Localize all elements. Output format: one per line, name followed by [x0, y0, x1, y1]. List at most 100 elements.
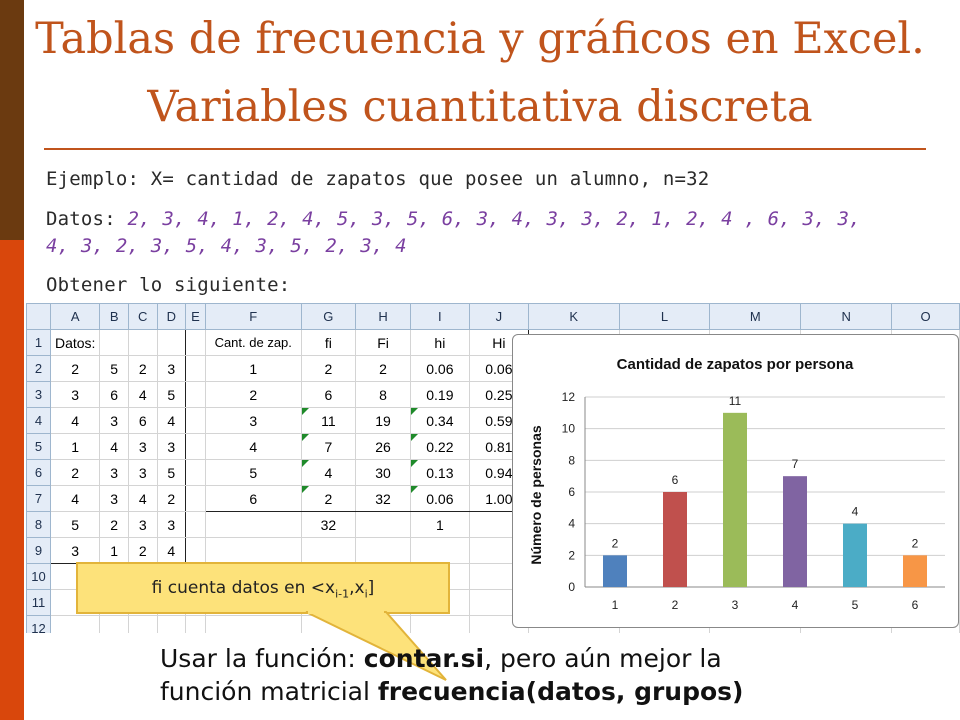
cell[interactable]: 3 — [156, 355, 187, 382]
cell[interactable]: 2 — [99, 511, 129, 538]
row-header[interactable]: 2 — [26, 355, 51, 382]
cell[interactable]: 0.19 — [409, 381, 470, 408]
cell[interactable] — [355, 537, 411, 564]
cell[interactable]: 4 — [127, 485, 158, 512]
cell[interactable]: 5 — [156, 459, 187, 486]
cell[interactable]: 2 — [300, 485, 357, 512]
cell[interactable]: 3 — [49, 537, 101, 564]
cell[interactable]: 3 — [204, 407, 302, 434]
frequency-chart[interactable]: Cantidad de zapatos por persona Número de… — [512, 334, 959, 628]
cell[interactable] — [185, 329, 206, 356]
cell[interactable]: 0.13 — [409, 459, 470, 486]
cell[interactable]: 2 — [156, 485, 187, 512]
cell[interactable]: Cant. de zap. — [204, 329, 302, 356]
cell[interactable]: hi — [409, 329, 470, 356]
column-header[interactable]: C — [127, 303, 158, 330]
column-header[interactable]: G — [300, 303, 357, 330]
cell[interactable] — [99, 615, 129, 633]
cell[interactable]: 0.06 — [409, 485, 470, 512]
row-header[interactable]: 3 — [26, 381, 51, 408]
cell[interactable]: 4 — [49, 485, 101, 512]
cell[interactable]: 3 — [49, 381, 101, 408]
cell[interactable]: 1 — [204, 355, 302, 382]
cell[interactable] — [204, 615, 302, 633]
cell[interactable] — [185, 381, 206, 408]
cell[interactable]: 6 — [204, 485, 302, 512]
cell[interactable] — [127, 329, 158, 356]
cell[interactable] — [204, 537, 302, 564]
cell[interactable]: 4 — [156, 537, 187, 564]
cell[interactable] — [185, 485, 206, 512]
cell[interactable]: 7 — [300, 433, 357, 460]
cell[interactable]: 2 — [300, 355, 357, 382]
cell[interactable]: 32 — [300, 511, 357, 538]
cell[interactable] — [185, 615, 206, 633]
row-header[interactable]: 8 — [26, 511, 51, 538]
cell[interactable]: 6 — [99, 381, 129, 408]
cell[interactable]: 30 — [355, 459, 411, 486]
cell[interactable]: 8 — [355, 381, 411, 408]
cell[interactable]: 5 — [49, 511, 101, 538]
cell[interactable]: 3 — [127, 459, 158, 486]
cell[interactable]: 5 — [156, 381, 187, 408]
cell[interactable] — [185, 355, 206, 382]
cell[interactable]: 0.06 — [409, 355, 470, 382]
row-header[interactable]: 9 — [26, 537, 51, 564]
cell[interactable] — [127, 615, 158, 633]
row-header[interactable]: 12 — [26, 615, 51, 633]
cell[interactable]: 32 — [355, 485, 411, 512]
cell[interactable]: 3 — [127, 511, 158, 538]
row-header[interactable]: 4 — [26, 407, 51, 434]
cell[interactable]: 11 — [300, 407, 357, 434]
column-header[interactable]: E — [185, 303, 206, 330]
cell[interactable] — [49, 615, 101, 633]
row-header[interactable]: 11 — [26, 589, 51, 616]
cell[interactable]: 4 — [127, 381, 158, 408]
column-header[interactable]: O — [891, 303, 960, 330]
column-header[interactable]: K — [527, 303, 620, 330]
column-header[interactable]: N — [800, 303, 893, 330]
cell[interactable]: 2 — [49, 459, 101, 486]
column-header[interactable]: M — [709, 303, 802, 330]
cell[interactable] — [409, 537, 470, 564]
cell[interactable]: 19 — [355, 407, 411, 434]
row-header[interactable]: 7 — [26, 485, 51, 512]
cell[interactable]: 1 — [99, 537, 129, 564]
column-header[interactable]: L — [618, 303, 711, 330]
cell[interactable]: 3 — [99, 407, 129, 434]
cell[interactable]: 3 — [99, 459, 129, 486]
cell[interactable]: 5 — [99, 355, 129, 382]
cell[interactable] — [99, 329, 129, 356]
cell[interactable]: 4 — [99, 433, 129, 460]
row-header[interactable]: 5 — [26, 433, 51, 460]
cell[interactable]: Datos: — [49, 329, 101, 356]
cell[interactable]: fi — [300, 329, 357, 356]
cell[interactable]: Fi — [355, 329, 411, 356]
row-header[interactable]: 10 — [26, 563, 51, 590]
cell[interactable]: 5 — [204, 459, 302, 486]
column-header[interactable]: I — [409, 303, 470, 330]
cell[interactable]: 1 — [409, 511, 470, 538]
cell[interactable]: 3 — [127, 433, 158, 460]
cell[interactable] — [204, 511, 302, 538]
cell[interactable]: 4 — [49, 407, 101, 434]
cell[interactable] — [185, 459, 206, 486]
cell[interactable]: 2 — [204, 381, 302, 408]
cell[interactable] — [185, 511, 206, 538]
column-header[interactable]: D — [156, 303, 187, 330]
cell[interactable] — [156, 329, 187, 356]
cell[interactable] — [185, 537, 206, 564]
cell[interactable] — [355, 511, 411, 538]
cell[interactable]: 2 — [127, 355, 158, 382]
column-header[interactable]: F — [204, 303, 302, 330]
cell[interactable]: 1 — [49, 433, 101, 460]
column-header[interactable]: H — [355, 303, 411, 330]
cell[interactable]: 2 — [127, 537, 158, 564]
cell[interactable]: 3 — [156, 433, 187, 460]
cell[interactable]: 3 — [99, 485, 129, 512]
cell[interactable]: 6 — [127, 407, 158, 434]
cell[interactable]: 4 — [300, 459, 357, 486]
cell[interactable]: 0.34 — [409, 407, 470, 434]
cell[interactable]: 4 — [156, 407, 187, 434]
cell[interactable]: 26 — [355, 433, 411, 460]
